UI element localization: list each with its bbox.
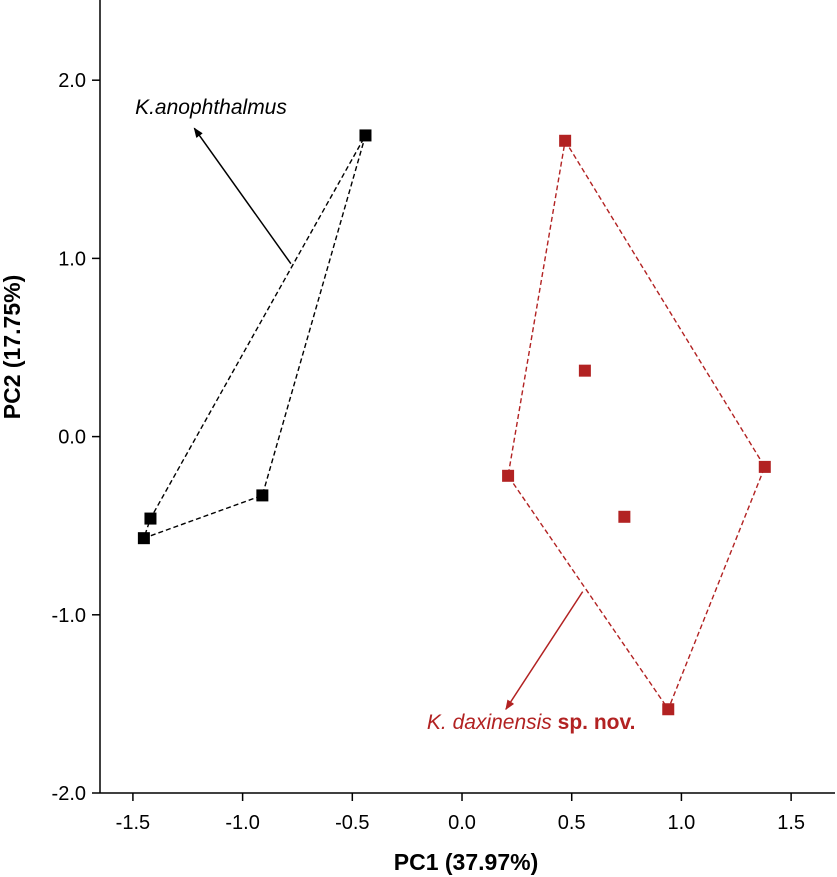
series-0-point <box>359 129 372 142</box>
tick-labels: -1.5 -1.0 -0.5 0.0 0.5 1.0 1.5 -2.0 -1.0 0.0 1.0 2.… <box>52 70 805 834</box>
x-tick-label: -1.5 <box>116 812 150 834</box>
series-0-point <box>137 532 150 545</box>
series-1-point <box>578 364 591 377</box>
series-1-hull <box>507 138 766 711</box>
x-axis-title: PC1 (37.97%) <box>394 849 538 875</box>
series-0-point <box>256 489 269 502</box>
axes <box>92 0 835 801</box>
x-tick-label: -0.5 <box>335 812 369 834</box>
y-tick-label: -2.0 <box>52 783 86 805</box>
y-axis-title: PC2 (17.75%) <box>0 275 25 419</box>
x-tick-label: -1.0 <box>225 812 259 834</box>
annotation-arrows <box>193 127 584 711</box>
y-tick-label: -1.0 <box>52 605 86 627</box>
y-tick-label: 1.0 <box>58 248 86 270</box>
series-0-point <box>144 512 157 525</box>
annotation-1-arrow <box>505 591 584 711</box>
data-points <box>137 129 771 716</box>
series-1-point <box>502 469 515 482</box>
series-annotations: K.anophthalmus K. daxinensis sp. nov. <box>135 96 635 734</box>
series-1-point <box>758 460 771 473</box>
annotation-1-species-name: K. daxinensis <box>427 711 552 734</box>
annotation-1-label: K. daxinensis sp. nov. <box>427 711 636 734</box>
convex-hulls <box>142 135 766 711</box>
y-tick-label: 0.0 <box>58 427 86 449</box>
x-tick-label: 1.0 <box>668 812 696 834</box>
annotation-0-arrow <box>193 127 292 265</box>
series-1-point <box>559 134 572 147</box>
x-tick-label: 0.0 <box>448 812 476 834</box>
annotation-0-label: K.anophthalmus <box>135 96 287 119</box>
annotation-0-species-name: K.anophthalmus <box>135 96 287 119</box>
x-tick-label: 0.5 <box>558 812 586 834</box>
annotation-1-status: sp. nov. <box>552 711 636 734</box>
series-1-point <box>662 703 675 716</box>
series-0-hull <box>142 135 367 540</box>
x-tick-label: 1.5 <box>777 812 805 834</box>
series-1-point <box>618 510 631 523</box>
y-tick-label: 2.0 <box>58 70 86 92</box>
